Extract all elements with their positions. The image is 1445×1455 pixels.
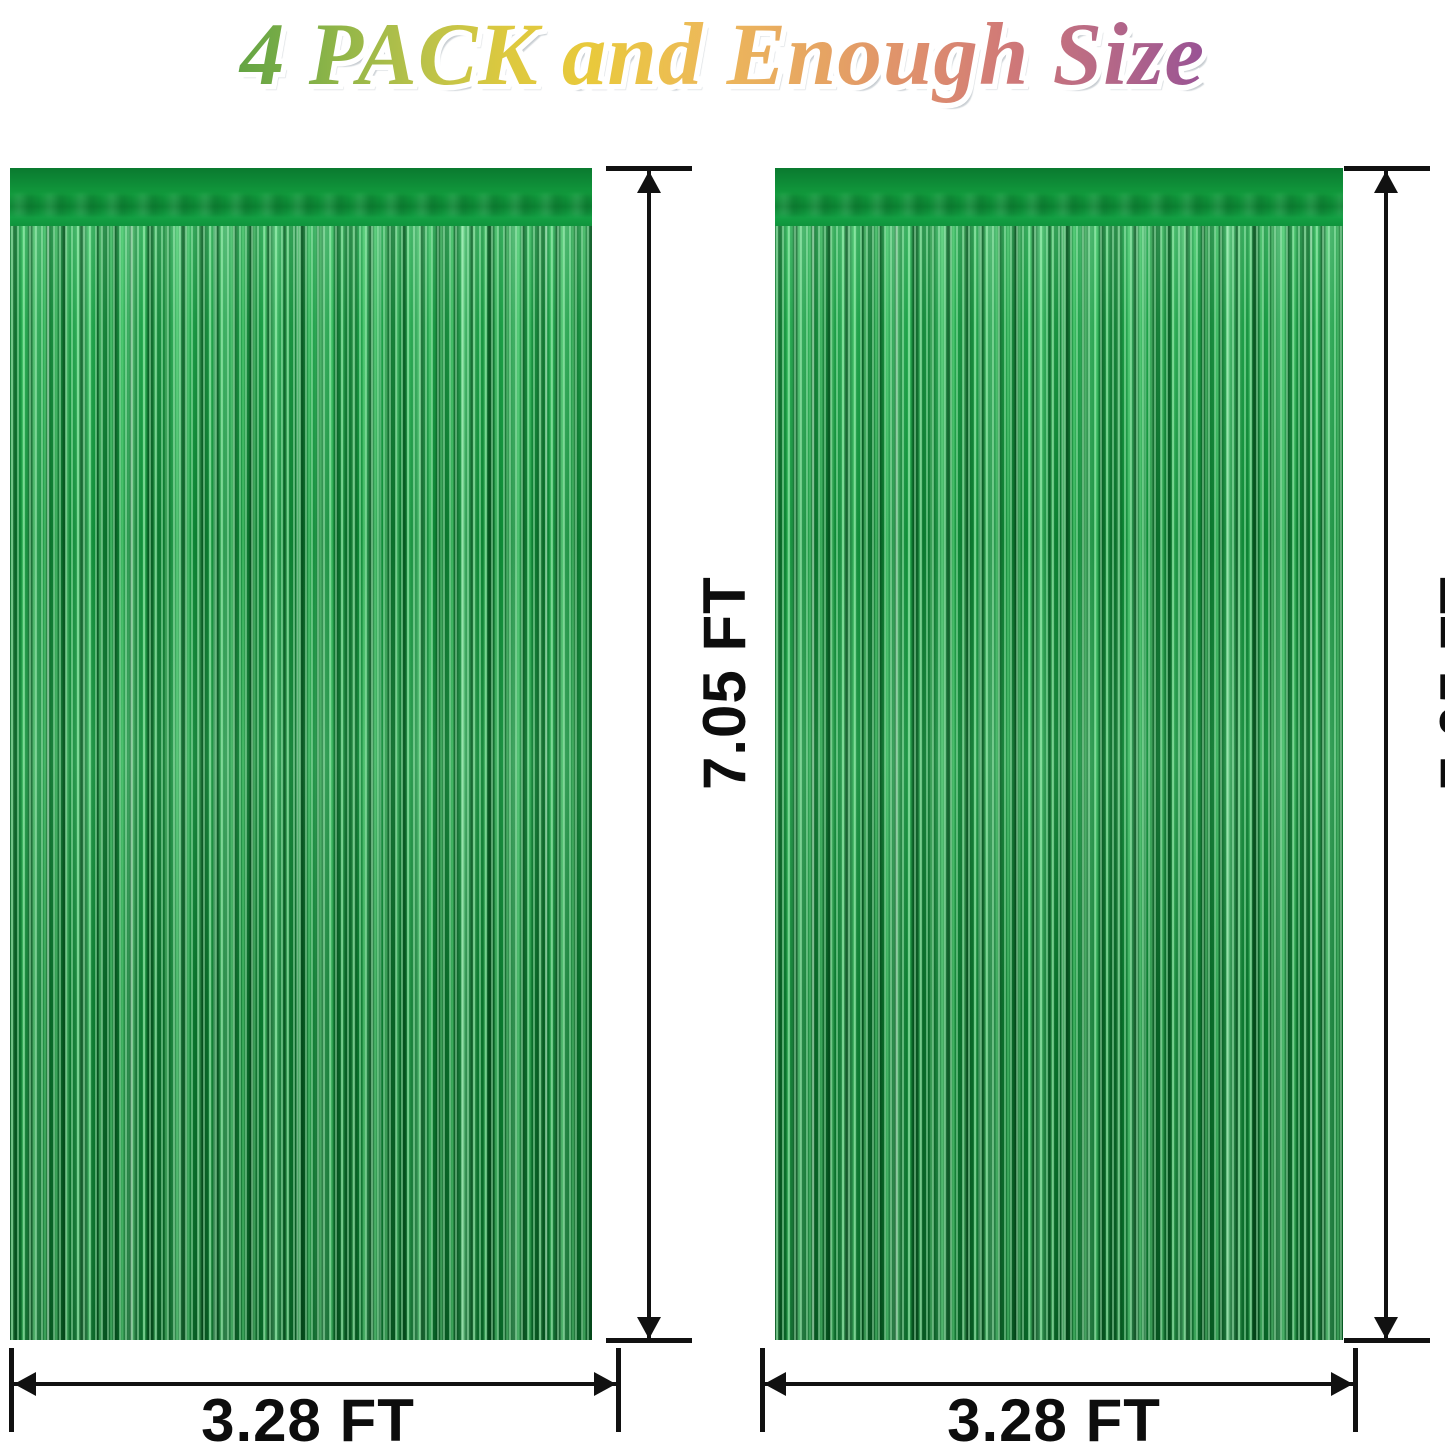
height-dim-arrow-up-right <box>1374 171 1398 193</box>
height-dim-top-cap-left <box>606 166 692 171</box>
width-dim-right-cap-right <box>1353 1348 1358 1432</box>
page-title-text: 4 PACK and Enough Size <box>0 4 1445 106</box>
curtain-fringe-strips-left <box>10 226 592 1340</box>
height-dim-label-left: 7.05 FT <box>691 576 758 790</box>
width-dim-line-right <box>764 1382 1353 1386</box>
fringe-curtain-panel-left <box>10 168 592 1340</box>
height-dim-line-left <box>647 171 651 1339</box>
width-dim-arrow-left-right <box>764 1372 786 1396</box>
height-dim-bottom-cap-left <box>606 1338 692 1343</box>
height-dim-label-right: 7.05 FT <box>1428 576 1445 790</box>
height-dim-arrow-up-left <box>637 171 661 193</box>
fringe-curtain-panel-right <box>775 168 1343 1340</box>
height-dim-arrow-down-left <box>637 1317 661 1339</box>
width-dim-arrow-right-right <box>1331 1372 1353 1396</box>
height-dim-arrow-down-right <box>1374 1317 1398 1339</box>
width-dim-right-cap-left <box>616 1348 621 1432</box>
width-dim-arrow-right-left <box>594 1372 616 1396</box>
curtain-header-band-left <box>10 168 592 230</box>
page-title-outline: 4 PACK and Enough Size <box>234 1 1209 110</box>
height-dim-bottom-cap-right <box>1344 1338 1430 1343</box>
height-dim-line-right <box>1384 171 1388 1339</box>
width-dim-line-left <box>14 1382 616 1386</box>
curtain-header-band-right <box>775 168 1343 230</box>
height-dim-top-cap-right <box>1344 166 1430 171</box>
width-dim-arrow-left-left <box>14 1372 36 1396</box>
width-dim-left-cap-right <box>760 1348 765 1432</box>
page-title: 4 PACK and Enough Size 4 PACK and Enough… <box>0 0 1445 112</box>
curtain-fringe-strips-right <box>775 226 1343 1340</box>
width-dim-label-left: 3.28 FT <box>201 1387 415 1454</box>
width-dim-left-cap-left <box>9 1348 14 1432</box>
width-dim-label-right: 3.28 FT <box>947 1387 1161 1454</box>
